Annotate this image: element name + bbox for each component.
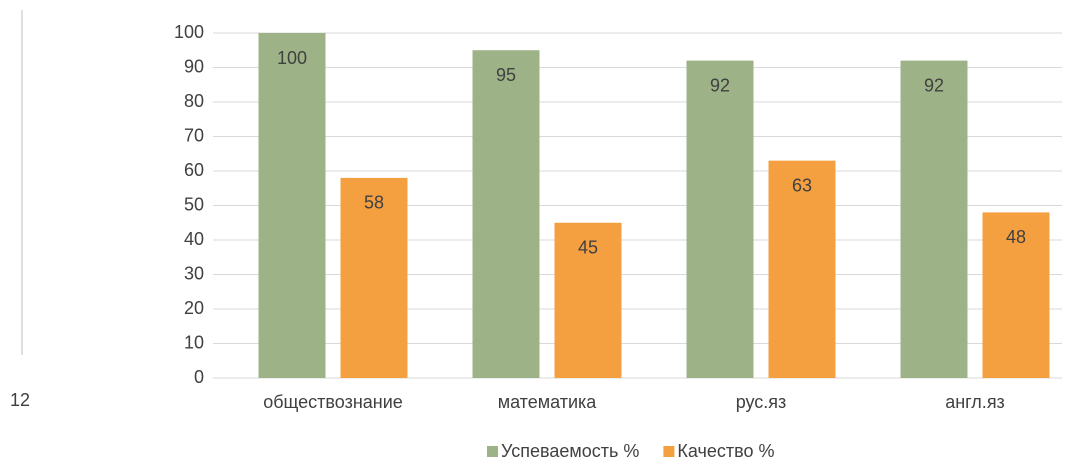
data-label: 92 xyxy=(924,75,944,95)
y-tick-label: 10 xyxy=(184,332,204,352)
data-label: 100 xyxy=(277,48,307,68)
data-label: 48 xyxy=(1006,227,1026,247)
bar xyxy=(686,60,754,378)
y-tick-label: 40 xyxy=(184,229,204,249)
data-label: 63 xyxy=(792,175,812,195)
bar xyxy=(900,60,968,378)
x-tick-label: англ.яз xyxy=(945,392,1005,412)
y-tick-label: 70 xyxy=(184,125,204,145)
x-tick-label: рус.яз xyxy=(736,392,787,412)
bar xyxy=(472,50,540,378)
y-tick-label: 90 xyxy=(184,56,204,76)
bar xyxy=(768,160,836,378)
bar xyxy=(340,177,408,378)
legend-swatch xyxy=(663,446,675,457)
data-label: 92 xyxy=(710,75,730,95)
y-tick-label: 100 xyxy=(174,22,204,42)
x-tick-label: математика xyxy=(498,392,598,412)
y-tick-label: 0 xyxy=(194,367,204,387)
bar xyxy=(554,222,622,378)
data-label: 95 xyxy=(496,65,516,85)
legend-swatch xyxy=(487,446,498,457)
y-tick-label: 60 xyxy=(184,160,204,180)
legend-label: Качество % xyxy=(677,441,774,461)
bar xyxy=(258,33,326,378)
legend-label: Успеваемость % xyxy=(501,441,639,461)
data-label: 45 xyxy=(578,238,598,258)
y-tick-label: 30 xyxy=(184,263,204,283)
data-label: 58 xyxy=(364,193,384,213)
x-tick-label: обществознание xyxy=(263,392,403,412)
bar xyxy=(982,212,1050,378)
y-tick-label: 50 xyxy=(184,194,204,214)
y-tick-label: 20 xyxy=(184,298,204,318)
y-tick-label: 80 xyxy=(184,91,204,111)
page-number: 12 xyxy=(10,390,30,410)
